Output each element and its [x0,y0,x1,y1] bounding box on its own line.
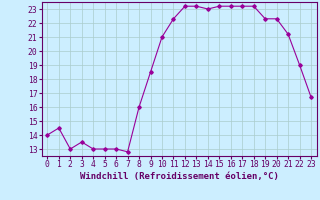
X-axis label: Windchill (Refroidissement éolien,°C): Windchill (Refroidissement éolien,°C) [80,172,279,181]
